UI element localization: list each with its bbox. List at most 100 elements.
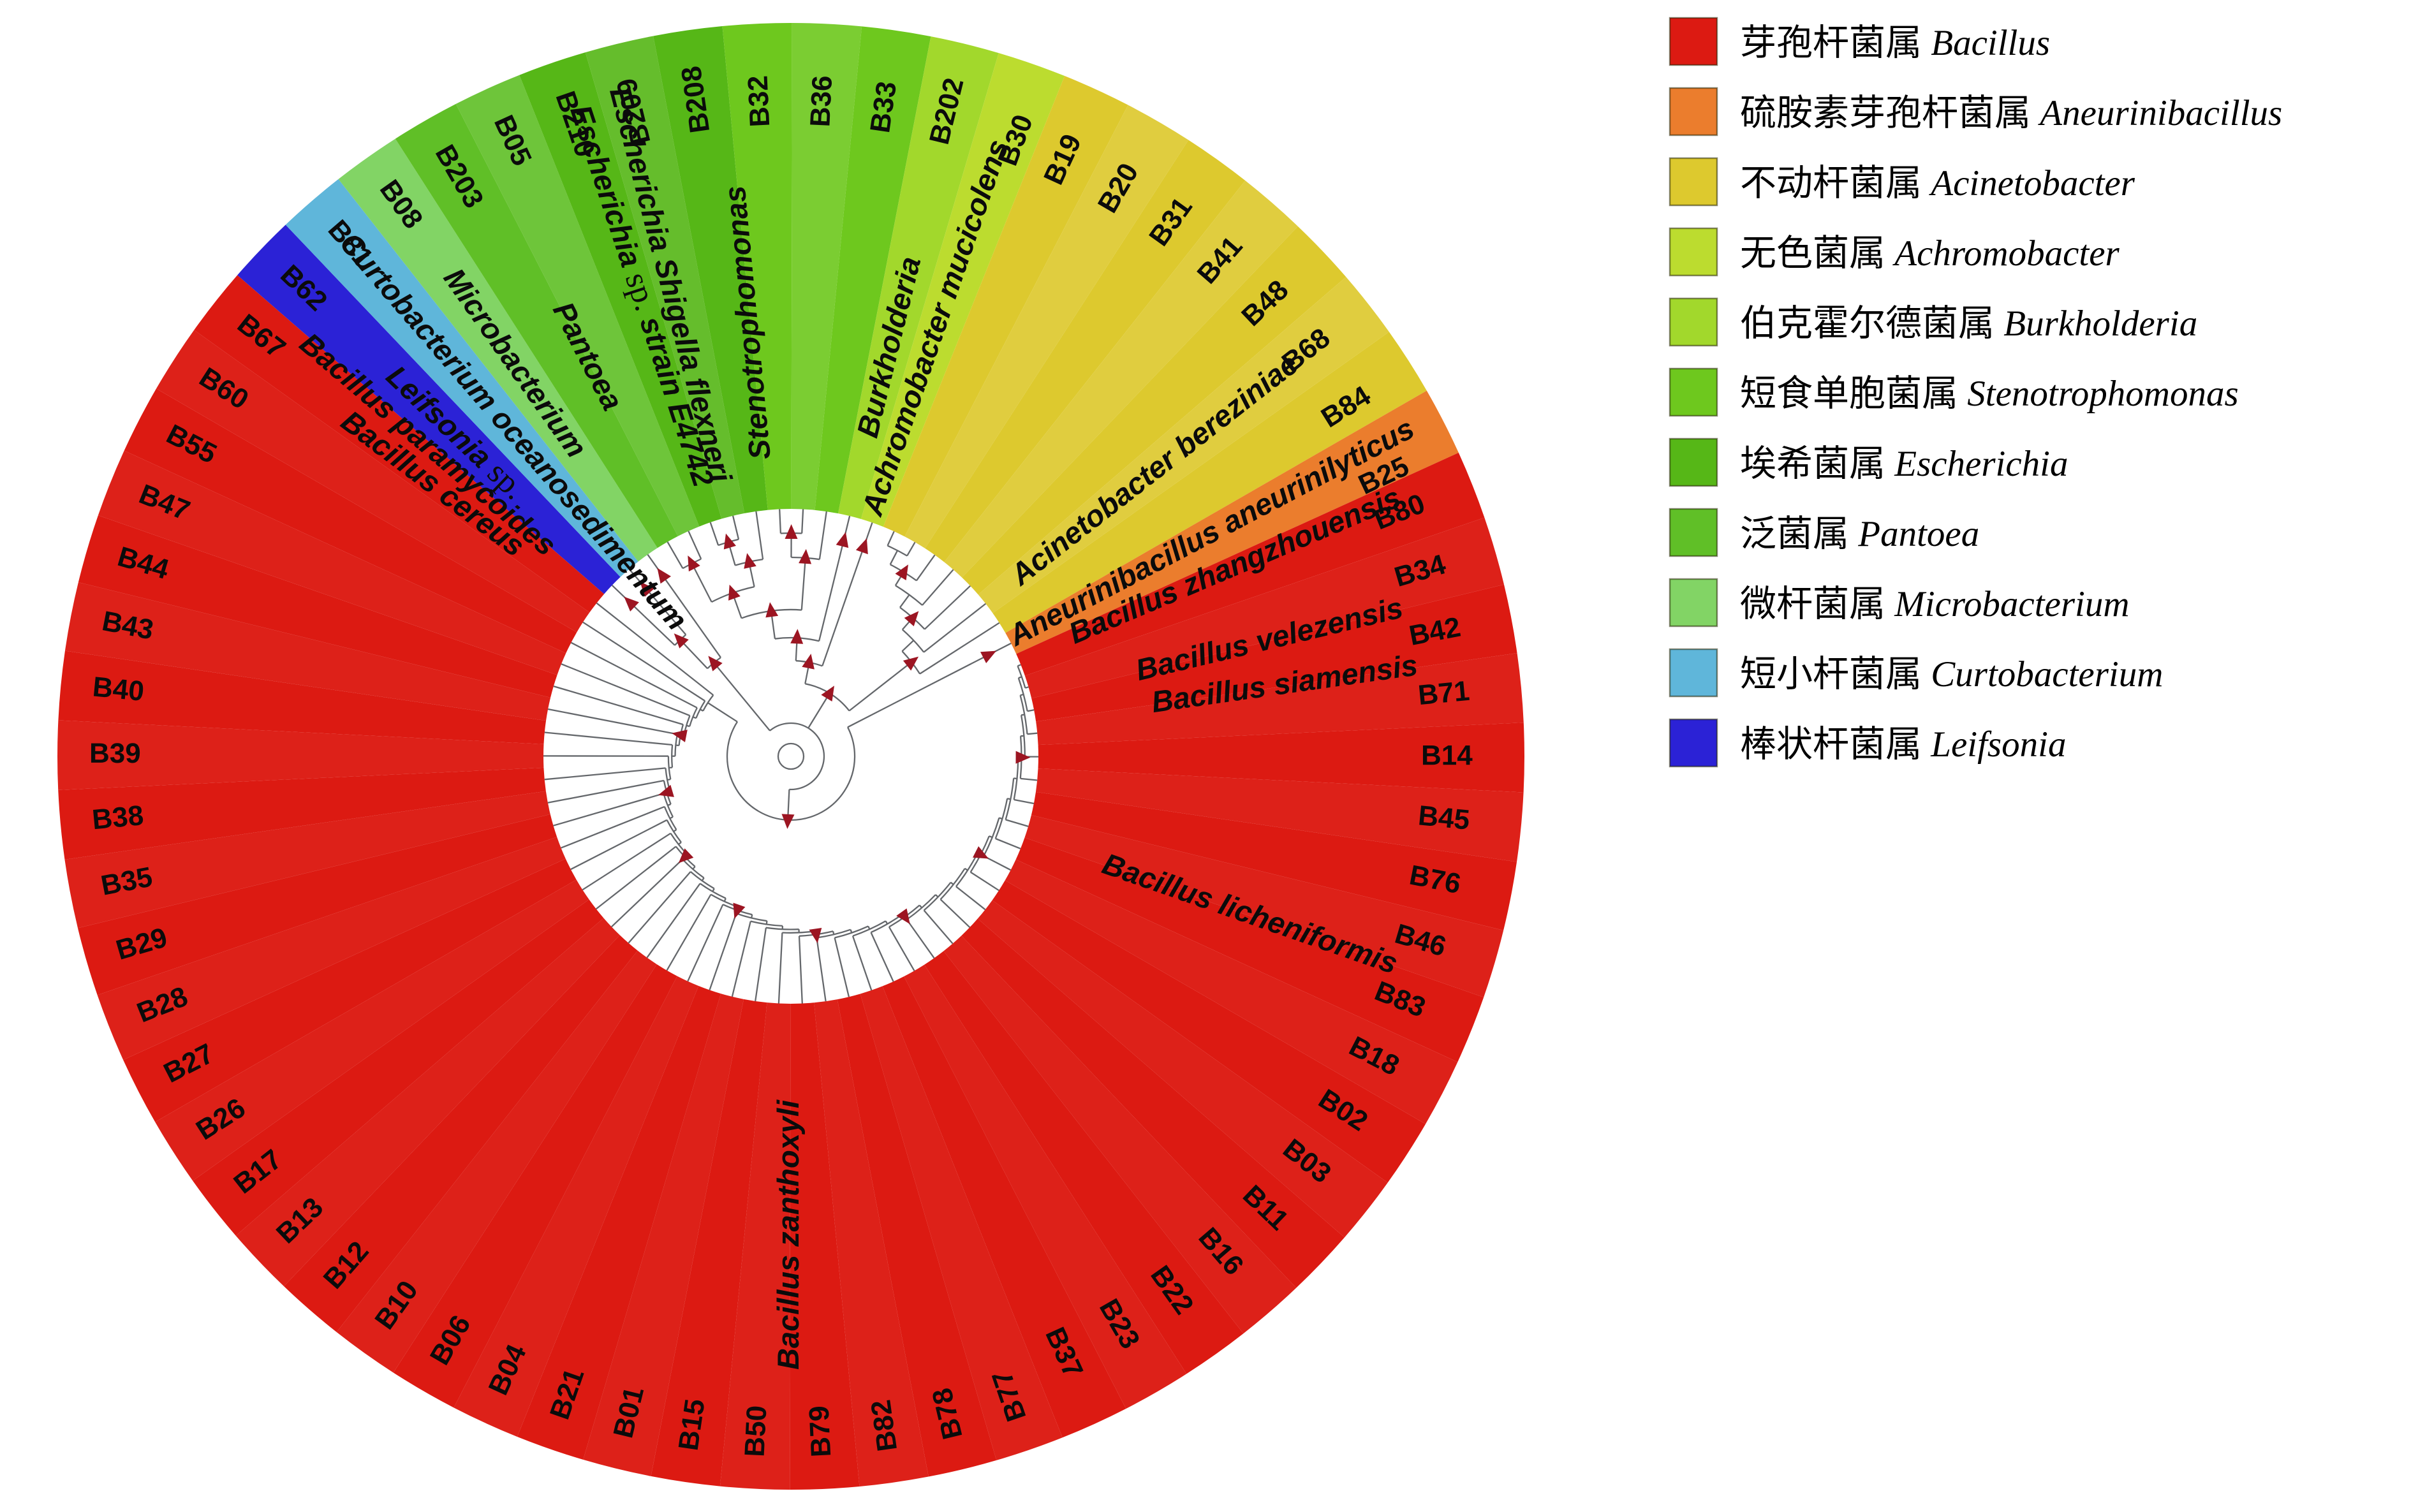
node-marker-icon <box>674 633 689 649</box>
dendrogram-branch <box>709 522 719 546</box>
node-marker-icon <box>809 928 822 944</box>
node-marker-icon <box>790 629 804 644</box>
legend-swatch <box>1669 718 1718 768</box>
wheel-wedge-B50 <box>719 1002 791 1490</box>
dendrogram-branch <box>644 615 675 646</box>
dendrogram-branch <box>673 829 677 832</box>
leaf-label-B33: B33 <box>864 79 903 135</box>
dendrogram-branch <box>582 621 705 702</box>
dendrogram-branch <box>906 919 935 959</box>
dendrogram-branch <box>713 662 770 731</box>
dendrogram-arc <box>750 920 783 927</box>
wheel-wedge-B60 <box>156 330 590 633</box>
dendrogram-branch <box>678 841 682 846</box>
wheel-wedge-B82 <box>814 999 929 1486</box>
wheel-wedge-B04 <box>453 976 699 1437</box>
node-marker-icon <box>624 596 639 612</box>
node-marker-icon <box>836 532 849 548</box>
wheel-wedge-B11 <box>961 918 1345 1288</box>
wheel-wedge-B47 <box>98 450 566 675</box>
dendrogram-branch <box>687 904 724 982</box>
legend-swatch <box>1669 17 1718 66</box>
dendrogram-branch <box>778 932 783 1004</box>
dendrogram-branch <box>675 744 679 747</box>
dendrogram-branch <box>807 693 830 729</box>
legend-label: 伯克霍尔德菌属 Burkholderia <box>1740 304 2197 344</box>
wheel-wedge-B18 <box>1005 859 1458 1124</box>
legend-swatch <box>1669 437 1718 487</box>
dendrogram-branch <box>889 550 899 565</box>
dendrogram-branch <box>922 569 954 606</box>
dendrogram-arc <box>895 585 923 606</box>
dendrogram-branch <box>822 564 859 666</box>
dendrogram-branch <box>667 778 671 781</box>
node-marker-icon <box>728 584 741 601</box>
wheel-wedge-B17 <box>193 899 604 1236</box>
dendrogram-branch <box>779 509 782 534</box>
leaf-label-B82: B82 <box>865 1398 903 1453</box>
node-marker-icon <box>799 548 812 564</box>
dendrogram-branch <box>1014 798 1035 805</box>
wheel-wedge-B15 <box>651 999 767 1486</box>
dendrogram-branch <box>611 858 683 928</box>
dendrogram-branch <box>940 899 971 928</box>
dendrogram-branch <box>547 708 678 735</box>
wheel-wedge-B01 <box>583 994 744 1476</box>
node-marker-icon <box>895 564 908 580</box>
dendrogram-branch <box>750 914 753 918</box>
wheel-wedge-B26 <box>155 879 589 1181</box>
wheel-wedge-B22 <box>924 951 1244 1374</box>
wheel-wedge-B35 <box>64 791 550 928</box>
dendrogram-branch <box>919 622 1000 675</box>
dendrogram-branch <box>964 867 968 871</box>
node-marker-icon <box>640 582 654 597</box>
dendrogram-branch <box>712 888 715 892</box>
node-marker-icon <box>657 568 671 584</box>
dendrogram-branch <box>800 557 806 610</box>
dendrogram-branch <box>628 871 691 944</box>
wheel-wedge-B31 <box>925 140 1246 562</box>
legend: 芽孢杆菌属 Bacillus 硫胺素芽孢杆菌属 Aneurinibacillus 不… <box>1669 17 2282 768</box>
dendrogram-arc <box>689 707 698 727</box>
wheel-wedge-B209 <box>585 36 745 519</box>
dendrogram-branch <box>918 904 923 909</box>
dendrogram-branch <box>1020 693 1024 696</box>
node-marker-icon <box>1015 751 1031 764</box>
node-marker-icon <box>802 654 815 670</box>
dendrogram-branch <box>923 603 987 653</box>
wheel-wedge-B27 <box>123 858 577 1122</box>
wheel-wedge-B38 <box>58 767 546 860</box>
wheel-wedge-B62 <box>237 224 621 594</box>
legend-label: 芽孢杆菌属 Bacillus <box>1740 23 2050 63</box>
dendrogram-branch <box>570 642 698 708</box>
dendrogram-arc <box>1019 695 1028 735</box>
dendrogram-branch <box>1020 777 1038 781</box>
legend-swatch <box>1669 508 1718 557</box>
wheel-wedge-B37 <box>882 976 1126 1438</box>
leaf-label-B14: B14 <box>1421 740 1473 771</box>
leaf-label-B36: B36 <box>804 75 838 128</box>
wheel-wedge-B25 <box>1005 390 1459 654</box>
leaf-label-B39: B39 <box>89 738 141 769</box>
node-marker-icon <box>785 524 798 539</box>
node-marker-icon <box>678 848 694 863</box>
legend-label: 埃希菌属 Escherichia <box>1740 444 2068 484</box>
leaf-label-B32: B32 <box>742 75 776 128</box>
legend-label: 不动杆菌属 Acinetobacter <box>1740 163 2135 203</box>
wheel-wedge-B67 <box>194 275 605 613</box>
dendrogram-arc <box>726 721 856 821</box>
dendrogram-branch <box>955 886 986 911</box>
wheel-wedge-B03 <box>977 900 1388 1238</box>
dendrogram-arc <box>663 806 677 830</box>
wheel-wedge-B68 <box>978 277 1389 613</box>
dendrogram-arc <box>887 545 908 557</box>
node-marker-icon <box>708 656 723 672</box>
dendrogram-branch <box>547 779 665 804</box>
wheel-wedge-B203 <box>395 104 678 548</box>
wheel-wedge-B30 <box>860 53 1065 527</box>
dendrogram-branch <box>798 936 803 1004</box>
leaf-label-B38: B38 <box>91 800 145 835</box>
wheel-wedge-B39 <box>57 720 544 790</box>
wheel-wedge-B41 <box>944 180 1298 578</box>
dendrogram-branch <box>544 767 666 781</box>
